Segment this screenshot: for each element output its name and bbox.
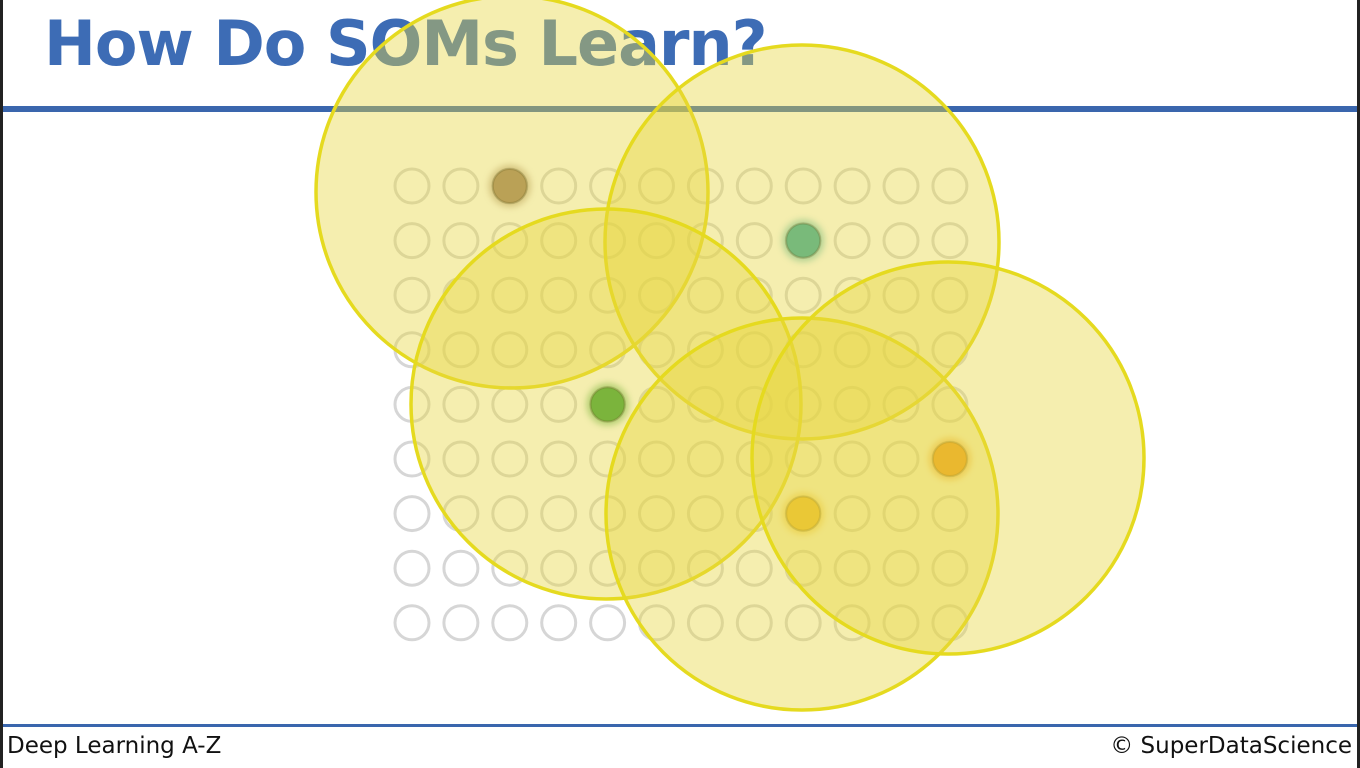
neighbourhood-radii <box>314 0 1146 712</box>
som-node <box>833 167 871 205</box>
som-node <box>540 495 578 533</box>
som-node <box>393 222 431 260</box>
som-node <box>686 331 724 369</box>
som-node <box>442 604 480 642</box>
bmu-green-node <box>589 386 626 423</box>
copyright-notice: © SuperDataScience <box>1110 733 1352 759</box>
som-node <box>686 276 724 314</box>
som-node <box>491 222 529 260</box>
som-node <box>638 167 675 205</box>
som-node <box>833 331 871 369</box>
som-node <box>882 440 920 478</box>
som-node <box>393 549 431 587</box>
som-node <box>735 167 773 205</box>
som-node <box>882 222 920 260</box>
som-node <box>442 385 480 423</box>
som-node <box>638 440 675 478</box>
som-node <box>735 549 773 587</box>
som-node <box>833 276 871 314</box>
page-title: How Do SOMs Learn? <box>44 7 768 80</box>
som-node <box>638 276 675 314</box>
som-node <box>833 222 871 260</box>
title-divider <box>0 106 1360 112</box>
bmu-amber-node <box>785 495 822 532</box>
som-node <box>491 604 529 642</box>
som-node <box>882 385 920 423</box>
som-node <box>931 222 969 260</box>
neighbourhood-green <box>409 207 803 601</box>
footer-divider <box>0 724 1360 727</box>
som-node <box>442 440 480 478</box>
som-node <box>540 440 578 478</box>
som-node <box>735 331 773 369</box>
som-node <box>540 604 578 642</box>
som-node <box>784 385 822 423</box>
som-node <box>686 495 724 533</box>
som-node <box>784 276 822 314</box>
som-node <box>638 495 675 533</box>
som-node <box>442 331 480 369</box>
som-node <box>882 495 920 533</box>
som-node <box>735 222 773 260</box>
course-name: Deep Learning A-Z <box>7 733 222 759</box>
winning-nodes <box>488 165 971 535</box>
som-node <box>833 604 871 642</box>
som-node <box>882 276 920 314</box>
som-node <box>393 276 431 314</box>
som-node <box>638 549 675 587</box>
som-node <box>540 276 578 314</box>
som-node <box>833 440 871 478</box>
som-node <box>686 604 724 642</box>
som-node <box>442 222 480 260</box>
som-node <box>931 549 969 587</box>
som-node <box>638 331 675 369</box>
som-node <box>686 440 724 478</box>
som-node <box>540 167 578 205</box>
som-node <box>540 331 578 369</box>
som-node <box>833 549 871 587</box>
som-node <box>784 167 822 205</box>
node-grid <box>393 167 969 642</box>
neighbourhood-amber <box>604 316 1000 712</box>
neighbourhood-orange <box>750 260 1146 656</box>
som-node <box>931 276 969 314</box>
som-node <box>491 440 529 478</box>
som-node <box>540 549 578 587</box>
som-node <box>491 495 529 533</box>
som-node <box>442 549 480 587</box>
som-node <box>931 495 969 533</box>
som-node <box>784 604 822 642</box>
som-node <box>442 167 480 205</box>
som-node <box>882 549 920 587</box>
frame-left-edge <box>0 0 3 768</box>
som-node <box>882 167 920 205</box>
som-node <box>589 604 627 642</box>
bmu-teal-node <box>785 222 822 259</box>
som-node <box>638 222 675 260</box>
som-node <box>540 222 578 260</box>
som-node <box>491 331 529 369</box>
bmu-orange-node <box>931 441 968 477</box>
bmu-brown-node <box>491 168 528 204</box>
neighbourhood-teal <box>603 43 1001 441</box>
som-node <box>491 276 529 314</box>
som-node <box>931 167 969 205</box>
som-node <box>393 604 431 642</box>
som-node <box>393 495 431 533</box>
som-node <box>540 385 578 423</box>
som-node <box>882 604 920 642</box>
som-node <box>833 385 871 423</box>
frame-right-edge <box>1357 0 1360 768</box>
som-node <box>833 495 871 533</box>
som-node <box>735 604 773 642</box>
som-node <box>393 167 431 205</box>
